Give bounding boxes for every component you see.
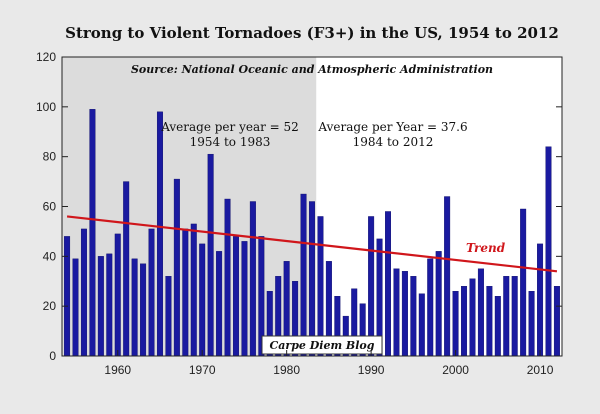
bar-1967 (173, 178, 180, 357)
bar-1994 (401, 271, 408, 357)
bar-2012 (553, 286, 560, 357)
bar-2004 (486, 286, 493, 357)
bar-1996 (418, 293, 425, 357)
bar-1972 (216, 251, 223, 357)
bar-2001 (461, 286, 468, 357)
source-note: Source: National Oceanic and Atmospheric… (131, 63, 493, 76)
bar-1982 (300, 193, 307, 357)
x-tick-label: 1970 (189, 363, 216, 377)
bar-1962 (131, 258, 138, 357)
bar-1955 (72, 258, 79, 357)
annotation-average-1954-1983-line1: Average per year = 52 (160, 120, 299, 134)
y-tick-label: 80 (43, 150, 57, 164)
bar-series (64, 109, 560, 357)
bar-1976 (249, 201, 256, 357)
x-tick-label: 1990 (358, 363, 385, 377)
bar-2007 (511, 276, 518, 357)
bar-1999 (444, 196, 451, 357)
bar-1954 (64, 236, 71, 357)
bar-1975 (241, 241, 248, 357)
y-tick-label: 0 (49, 349, 56, 363)
blog-label-box (261, 335, 383, 355)
bar-2009 (528, 291, 535, 357)
bar-1966 (165, 276, 172, 357)
bar-1956 (80, 228, 87, 357)
bar-1964 (148, 228, 155, 357)
bar-1960 (114, 233, 121, 357)
bar-1995 (410, 276, 417, 357)
annotation-average-1954-1983-line2: 1954 to 1983 (190, 135, 271, 149)
bar-1984 (317, 216, 324, 357)
x-axis-ticks: 1960 1970 1980 1990 2000 2010 (104, 350, 554, 377)
blog-label: Carpe Diem Blog (270, 339, 375, 352)
x-tick-label: 1980 (273, 363, 300, 377)
bar-1998 (435, 251, 442, 357)
shaded-period-1954-1983 (62, 57, 317, 356)
y-tick-label: 120 (36, 50, 56, 64)
bar-1965 (156, 111, 163, 357)
bar-1974 (232, 236, 239, 357)
bar-1963 (140, 263, 147, 357)
plot-frame (61, 56, 563, 357)
annotation-average-1984-2012-line2: 1984 to 2012 (353, 135, 434, 149)
bar-1971 (207, 153, 214, 357)
chart-title: Strong to Violent Tornadoes (F3+) in the… (65, 24, 559, 42)
y-tick-label: 60 (43, 200, 57, 214)
trend-line (66, 215, 558, 273)
y-axis-ticks: 0 20 40 60 80 100 120 (36, 50, 562, 363)
bar-1993 (393, 268, 400, 357)
bar-2006 (503, 276, 510, 357)
bar-1983 (309, 201, 315, 357)
bar-2008 (520, 208, 527, 357)
bar-2010 (537, 243, 544, 357)
bar-1992 (385, 211, 392, 357)
y-tick-label: 100 (36, 100, 56, 114)
bar-2003 (477, 268, 484, 357)
bar-2002 (469, 278, 476, 357)
bar-1969 (190, 223, 197, 357)
bar-1968 (182, 228, 189, 357)
bar-1973 (224, 198, 231, 357)
bar-1961 (123, 181, 130, 357)
bar-2000 (452, 291, 459, 357)
x-tick-label: 1960 (104, 363, 131, 377)
annotation-average-1984-2012-line1: Average per Year = 37.6 (317, 120, 467, 134)
x-tick-label: 2000 (442, 363, 469, 377)
bar-1970 (199, 243, 206, 357)
bar-1957 (89, 109, 96, 357)
y-tick-label: 20 (43, 299, 57, 313)
bar-1958 (97, 256, 104, 357)
bar-2011 (545, 146, 552, 357)
bar-2005 (494, 296, 501, 357)
trend-label: Trend (466, 241, 506, 255)
bar-1990 (368, 216, 375, 357)
y-tick-label: 40 (43, 249, 57, 263)
bar-1997 (427, 258, 434, 357)
x-tick-label: 2010 (527, 363, 554, 377)
bar-1959 (106, 253, 113, 357)
